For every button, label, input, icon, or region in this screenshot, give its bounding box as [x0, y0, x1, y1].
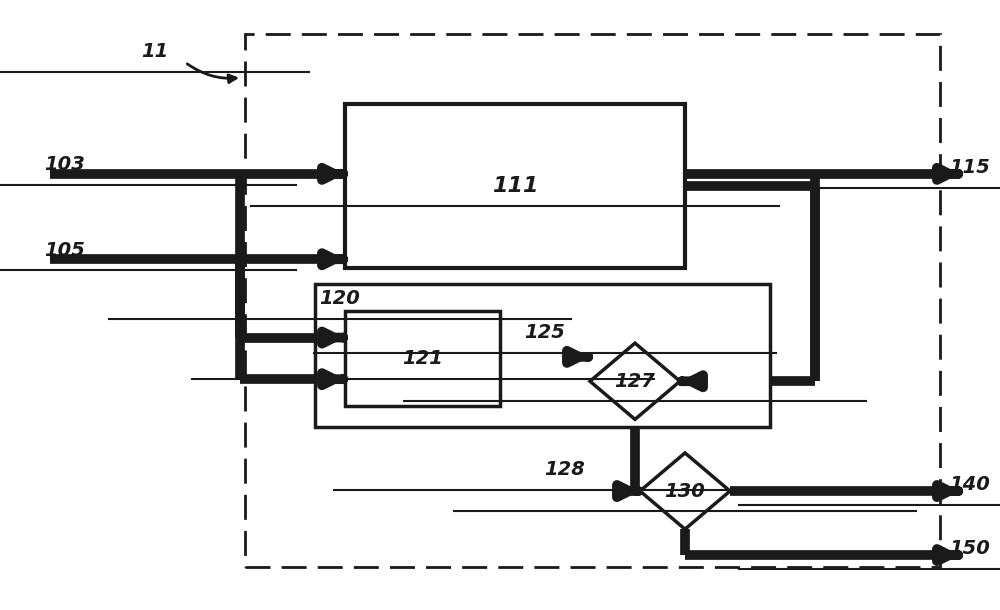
Text: 127: 127: [615, 371, 655, 391]
Text: 11: 11: [141, 42, 169, 62]
Bar: [345, 311, 500, 406]
Text: 130: 130: [665, 481, 705, 501]
Bar: [315, 284, 770, 427]
Text: 140: 140: [950, 475, 990, 495]
Text: 120: 120: [320, 289, 360, 309]
Polygon shape: [640, 453, 730, 529]
Text: 105: 105: [45, 240, 85, 260]
Text: 115: 115: [950, 158, 990, 178]
Text: 128: 128: [545, 460, 585, 479]
Text: 150: 150: [950, 539, 990, 559]
Text: 111: 111: [492, 176, 538, 196]
Text: 121: 121: [402, 349, 443, 368]
Text: 103: 103: [45, 155, 85, 174]
Text: 125: 125: [525, 323, 565, 342]
Bar: [345, 104, 685, 268]
Polygon shape: [590, 343, 680, 420]
Bar: [245, 34, 940, 567]
